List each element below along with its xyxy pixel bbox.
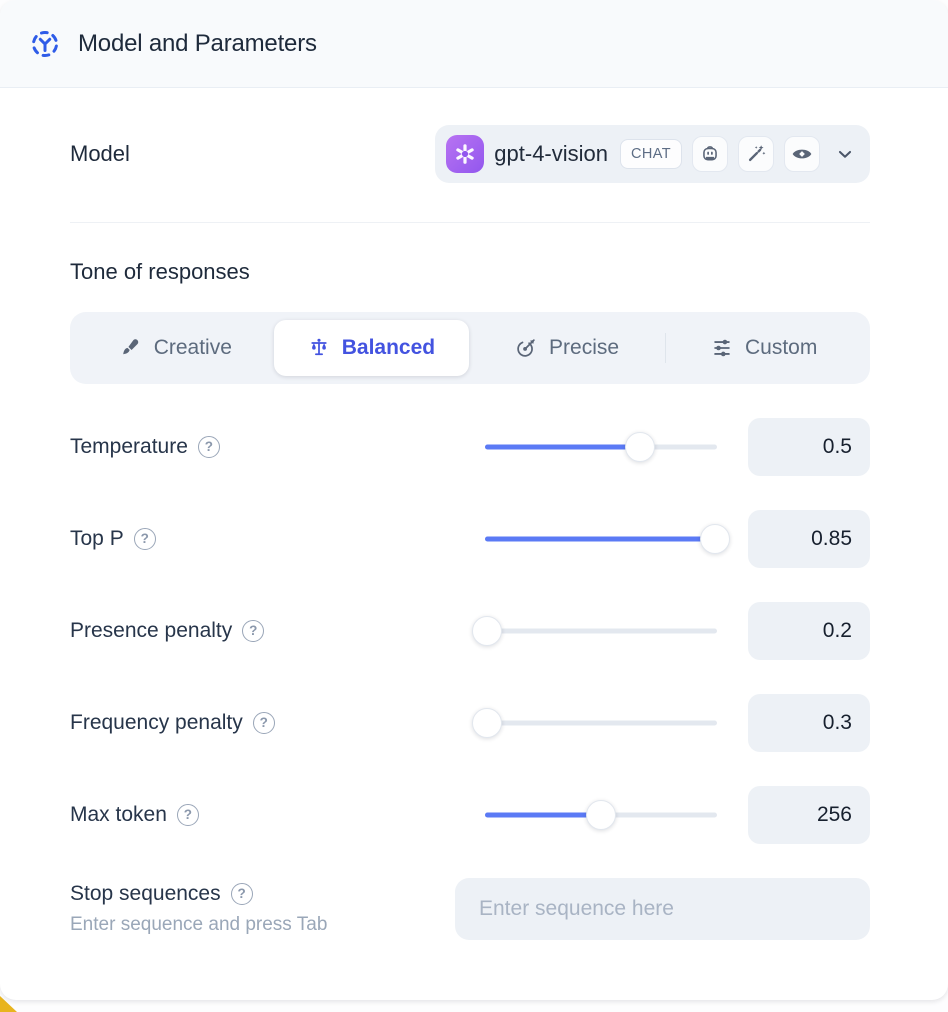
parameter-label-group: Max token ?	[70, 803, 485, 827]
model-name: gpt-4-vision	[494, 141, 608, 166]
chevron-down-icon	[834, 143, 856, 165]
parameter-row-temperature: Temperature ? 0.5	[70, 418, 870, 476]
tone-option-label: Precise	[549, 336, 620, 359]
frequency-penalty-slider[interactable]	[472, 708, 717, 738]
tone-divider	[664, 333, 667, 363]
stop-sequences-helper-text: Enter sequence and press Tab	[70, 914, 328, 935]
sliders-icon	[711, 337, 733, 359]
slider-thumb[interactable]	[472, 708, 503, 738]
tone-option-custom[interactable]: Custom	[666, 320, 862, 376]
top-p-slider[interactable]	[485, 524, 730, 554]
slider-fill	[485, 536, 715, 542]
help-icon[interactable]: ?	[230, 883, 253, 905]
target-icon	[515, 337, 537, 359]
tone-option-label: Custom	[745, 336, 818, 359]
tone-option-label: Balanced	[341, 336, 436, 359]
frequency-penalty-value[interactable]: 0.3	[748, 694, 870, 752]
model-hub-icon	[30, 29, 60, 59]
temperature-slider[interactable]	[485, 432, 717, 462]
stop-sequences-label: Stop sequences	[70, 882, 221, 905]
help-icon[interactable]: ?	[133, 528, 156, 550]
panel-header: Model and Parameters	[0, 0, 948, 88]
tone-segmented-control: Creative Balanced	[70, 312, 870, 384]
help-icon[interactable]: ?	[242, 620, 265, 642]
parameter-label: Temperature	[70, 435, 188, 458]
parameter-label: Top P	[70, 527, 124, 550]
model-row: Model gpt-4-visi	[70, 125, 870, 183]
parameter-row-frequency-penalty: Frequency penalty ? 0.3	[70, 694, 870, 752]
tone-heading: Tone of responses	[70, 259, 250, 284]
model-select[interactable]: gpt-4-vision CHAT	[435, 125, 870, 183]
slider-fill	[485, 444, 641, 450]
parameter-row-presence-penalty: Presence penalty ? 0.2	[70, 602, 870, 660]
parameter-label: Presence penalty	[70, 619, 233, 642]
tone-option-balanced[interactable]: Balanced	[273, 320, 470, 376]
section-divider	[70, 222, 870, 223]
top-p-value[interactable]: 0.85	[748, 510, 870, 568]
parameter-label-group: Frequency penalty ?	[70, 711, 485, 735]
slider-thumb[interactable]	[699, 524, 730, 554]
help-icon[interactable]: ?	[176, 804, 199, 826]
parameter-label: Frequency penalty	[70, 711, 243, 734]
slider-track	[485, 720, 717, 726]
paintbrush-icon	[120, 337, 142, 359]
presence-penalty-value[interactable]: 0.2	[748, 602, 870, 660]
robot-icon	[692, 136, 728, 172]
slider-thumb[interactable]	[625, 432, 656, 462]
openai-logo-icon	[446, 135, 485, 173]
parameter-row-max-token: Max token ? 256	[70, 786, 870, 844]
tone-option-label: Creative	[153, 336, 232, 359]
stop-sequences-row: Stop sequences ? Enter sequence and pres…	[70, 878, 870, 940]
parameter-row-top-p: Top P ? 0.85	[70, 510, 870, 568]
balance-scale-icon	[308, 337, 330, 359]
presence-penalty-slider[interactable]	[472, 616, 717, 646]
temperature-value[interactable]: 0.5	[748, 418, 870, 476]
help-icon[interactable]: ?	[197, 436, 220, 458]
tone-option-creative[interactable]: Creative	[78, 320, 274, 376]
parameter-label-group: Presence penalty ?	[70, 619, 485, 643]
slider-thumb[interactable]	[472, 616, 503, 646]
parameter-label: Max token	[70, 803, 167, 826]
stop-sequences-label-group: Stop sequences ? Enter sequence and pres…	[70, 878, 327, 936]
slider-fill	[485, 812, 601, 818]
chat-type-badge: CHAT	[620, 139, 682, 169]
panel-title: Model and Parameters	[78, 29, 317, 57]
help-icon[interactable]: ?	[252, 712, 275, 734]
parameter-label-group: Temperature ?	[70, 435, 485, 459]
slider-track	[485, 628, 717, 634]
parameter-label-group: Top P ?	[70, 527, 485, 551]
max-token-value[interactable]: 256	[748, 786, 870, 844]
tone-option-precise[interactable]: Precise	[469, 320, 665, 376]
max-token-slider[interactable]	[485, 800, 717, 830]
model-label: Model	[70, 141, 130, 166]
panel-content: Model gpt-4-visi	[0, 125, 948, 940]
vision-eye-icon	[784, 136, 820, 172]
stop-sequence-input[interactable]	[455, 878, 870, 940]
slider-thumb[interactable]	[586, 800, 616, 830]
magic-wand-icon	[738, 136, 774, 172]
